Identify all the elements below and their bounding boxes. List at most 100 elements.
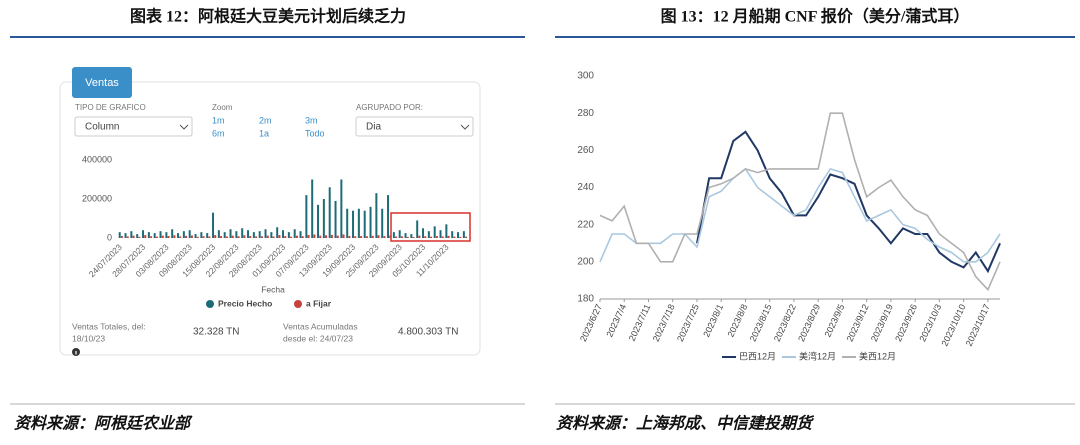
bar xyxy=(179,236,182,238)
legend-swatch xyxy=(294,300,302,308)
legend-label: 美西12月 xyxy=(859,350,896,361)
ui-zoom[interactable]: Todo xyxy=(305,128,325,138)
bar xyxy=(293,229,296,238)
x-tick-label: 2023/10/17 xyxy=(964,303,992,348)
bar xyxy=(325,235,328,238)
ui-zoom[interactable]: 2m xyxy=(259,115,272,125)
bar xyxy=(307,235,310,238)
y-tick-label: 260 xyxy=(577,145,594,156)
bar xyxy=(354,236,357,238)
bar xyxy=(346,208,349,238)
bar xyxy=(237,236,240,238)
legend-label: 美湾12月 xyxy=(799,350,836,361)
bar xyxy=(441,236,444,238)
bar xyxy=(266,235,269,238)
bar xyxy=(243,235,246,238)
bar xyxy=(381,208,384,238)
bar xyxy=(459,236,462,238)
ui-select-value: Dia xyxy=(366,122,381,133)
bar xyxy=(120,236,123,238)
bar xyxy=(202,236,205,238)
ui-zoom[interactable]: 1a xyxy=(259,128,269,138)
legend-label: Precio Hecho xyxy=(218,298,272,308)
bar xyxy=(255,236,258,238)
bar xyxy=(167,236,170,238)
bar xyxy=(336,235,339,238)
bar xyxy=(173,235,176,238)
bar xyxy=(206,233,209,238)
bar xyxy=(161,235,164,238)
bar xyxy=(138,236,141,238)
bar xyxy=(404,233,407,238)
ui-zoom[interactable]: 3m xyxy=(305,115,318,125)
y-tick-label: 240 xyxy=(577,182,594,193)
bar xyxy=(190,235,193,238)
bar xyxy=(223,232,226,238)
bar xyxy=(225,236,228,238)
bar xyxy=(241,228,244,238)
line-series xyxy=(696,130,1001,274)
bar xyxy=(462,231,465,238)
bar xyxy=(185,235,188,238)
bar xyxy=(357,208,360,238)
line-series xyxy=(599,167,1001,263)
bar xyxy=(453,236,456,238)
bar xyxy=(276,227,279,238)
ui-label: TIPO DE GRAFICO xyxy=(75,103,146,112)
y-tick-label: 200 xyxy=(577,256,594,267)
bar xyxy=(389,235,392,238)
ui-caret xyxy=(460,124,470,130)
bar xyxy=(334,200,337,238)
bar xyxy=(196,236,199,238)
bar xyxy=(194,234,197,238)
x-tick-label: 2023/8/1 xyxy=(701,303,725,339)
bar xyxy=(369,206,372,238)
highlight-box xyxy=(390,212,471,242)
bar xyxy=(217,230,220,238)
x-tick-label: 2023/9/19 xyxy=(869,303,895,344)
bar xyxy=(313,234,316,238)
source-note: 资料来源：上海邦成、中信建投期货 xyxy=(556,415,815,433)
bar xyxy=(319,235,322,238)
bar xyxy=(424,236,427,238)
y-tick-label: 220 xyxy=(577,219,594,230)
bar xyxy=(247,230,250,238)
y-tick-label: 200000 xyxy=(82,193,112,203)
ui-zoom[interactable]: 6m xyxy=(212,128,225,138)
bar xyxy=(249,236,252,238)
bar xyxy=(427,231,430,238)
x-tick-label: 2023/7/11 xyxy=(627,303,653,343)
bar xyxy=(295,235,298,238)
ui-footer-label: Ventas Acumuladas xyxy=(283,321,358,331)
bar xyxy=(340,179,343,238)
line-series xyxy=(599,112,1001,292)
x-tick-label: 2023/7/25 xyxy=(675,303,701,344)
bar xyxy=(235,231,238,238)
bar xyxy=(439,230,442,238)
bar xyxy=(301,236,304,238)
bar xyxy=(220,236,223,238)
ui-select[interactable] xyxy=(74,116,193,137)
bar xyxy=(435,236,438,238)
ui-footer-label: 18/10/23 xyxy=(72,333,105,343)
bar xyxy=(264,229,267,238)
bar xyxy=(418,235,421,238)
ui-zoom[interactable]: 1m xyxy=(212,115,225,125)
x-tick-label: 2023/7/18 xyxy=(651,303,677,344)
x-tick-label: 2023/9/12 xyxy=(845,303,871,344)
x-tick-label: 2023/9/26 xyxy=(893,303,919,344)
y-tick-label: 280 xyxy=(577,108,594,119)
ui-tab[interactable] xyxy=(72,67,132,98)
bar xyxy=(171,229,174,238)
bar xyxy=(272,236,275,238)
ui-select[interactable] xyxy=(355,116,474,137)
ui-select-value: Column xyxy=(85,122,119,133)
bar xyxy=(317,204,320,238)
bar xyxy=(392,232,395,238)
bar xyxy=(342,234,345,238)
ui-footer-value: 32.328 TN xyxy=(193,327,240,338)
bar xyxy=(406,236,409,238)
bar xyxy=(360,236,363,238)
bar xyxy=(118,232,121,238)
